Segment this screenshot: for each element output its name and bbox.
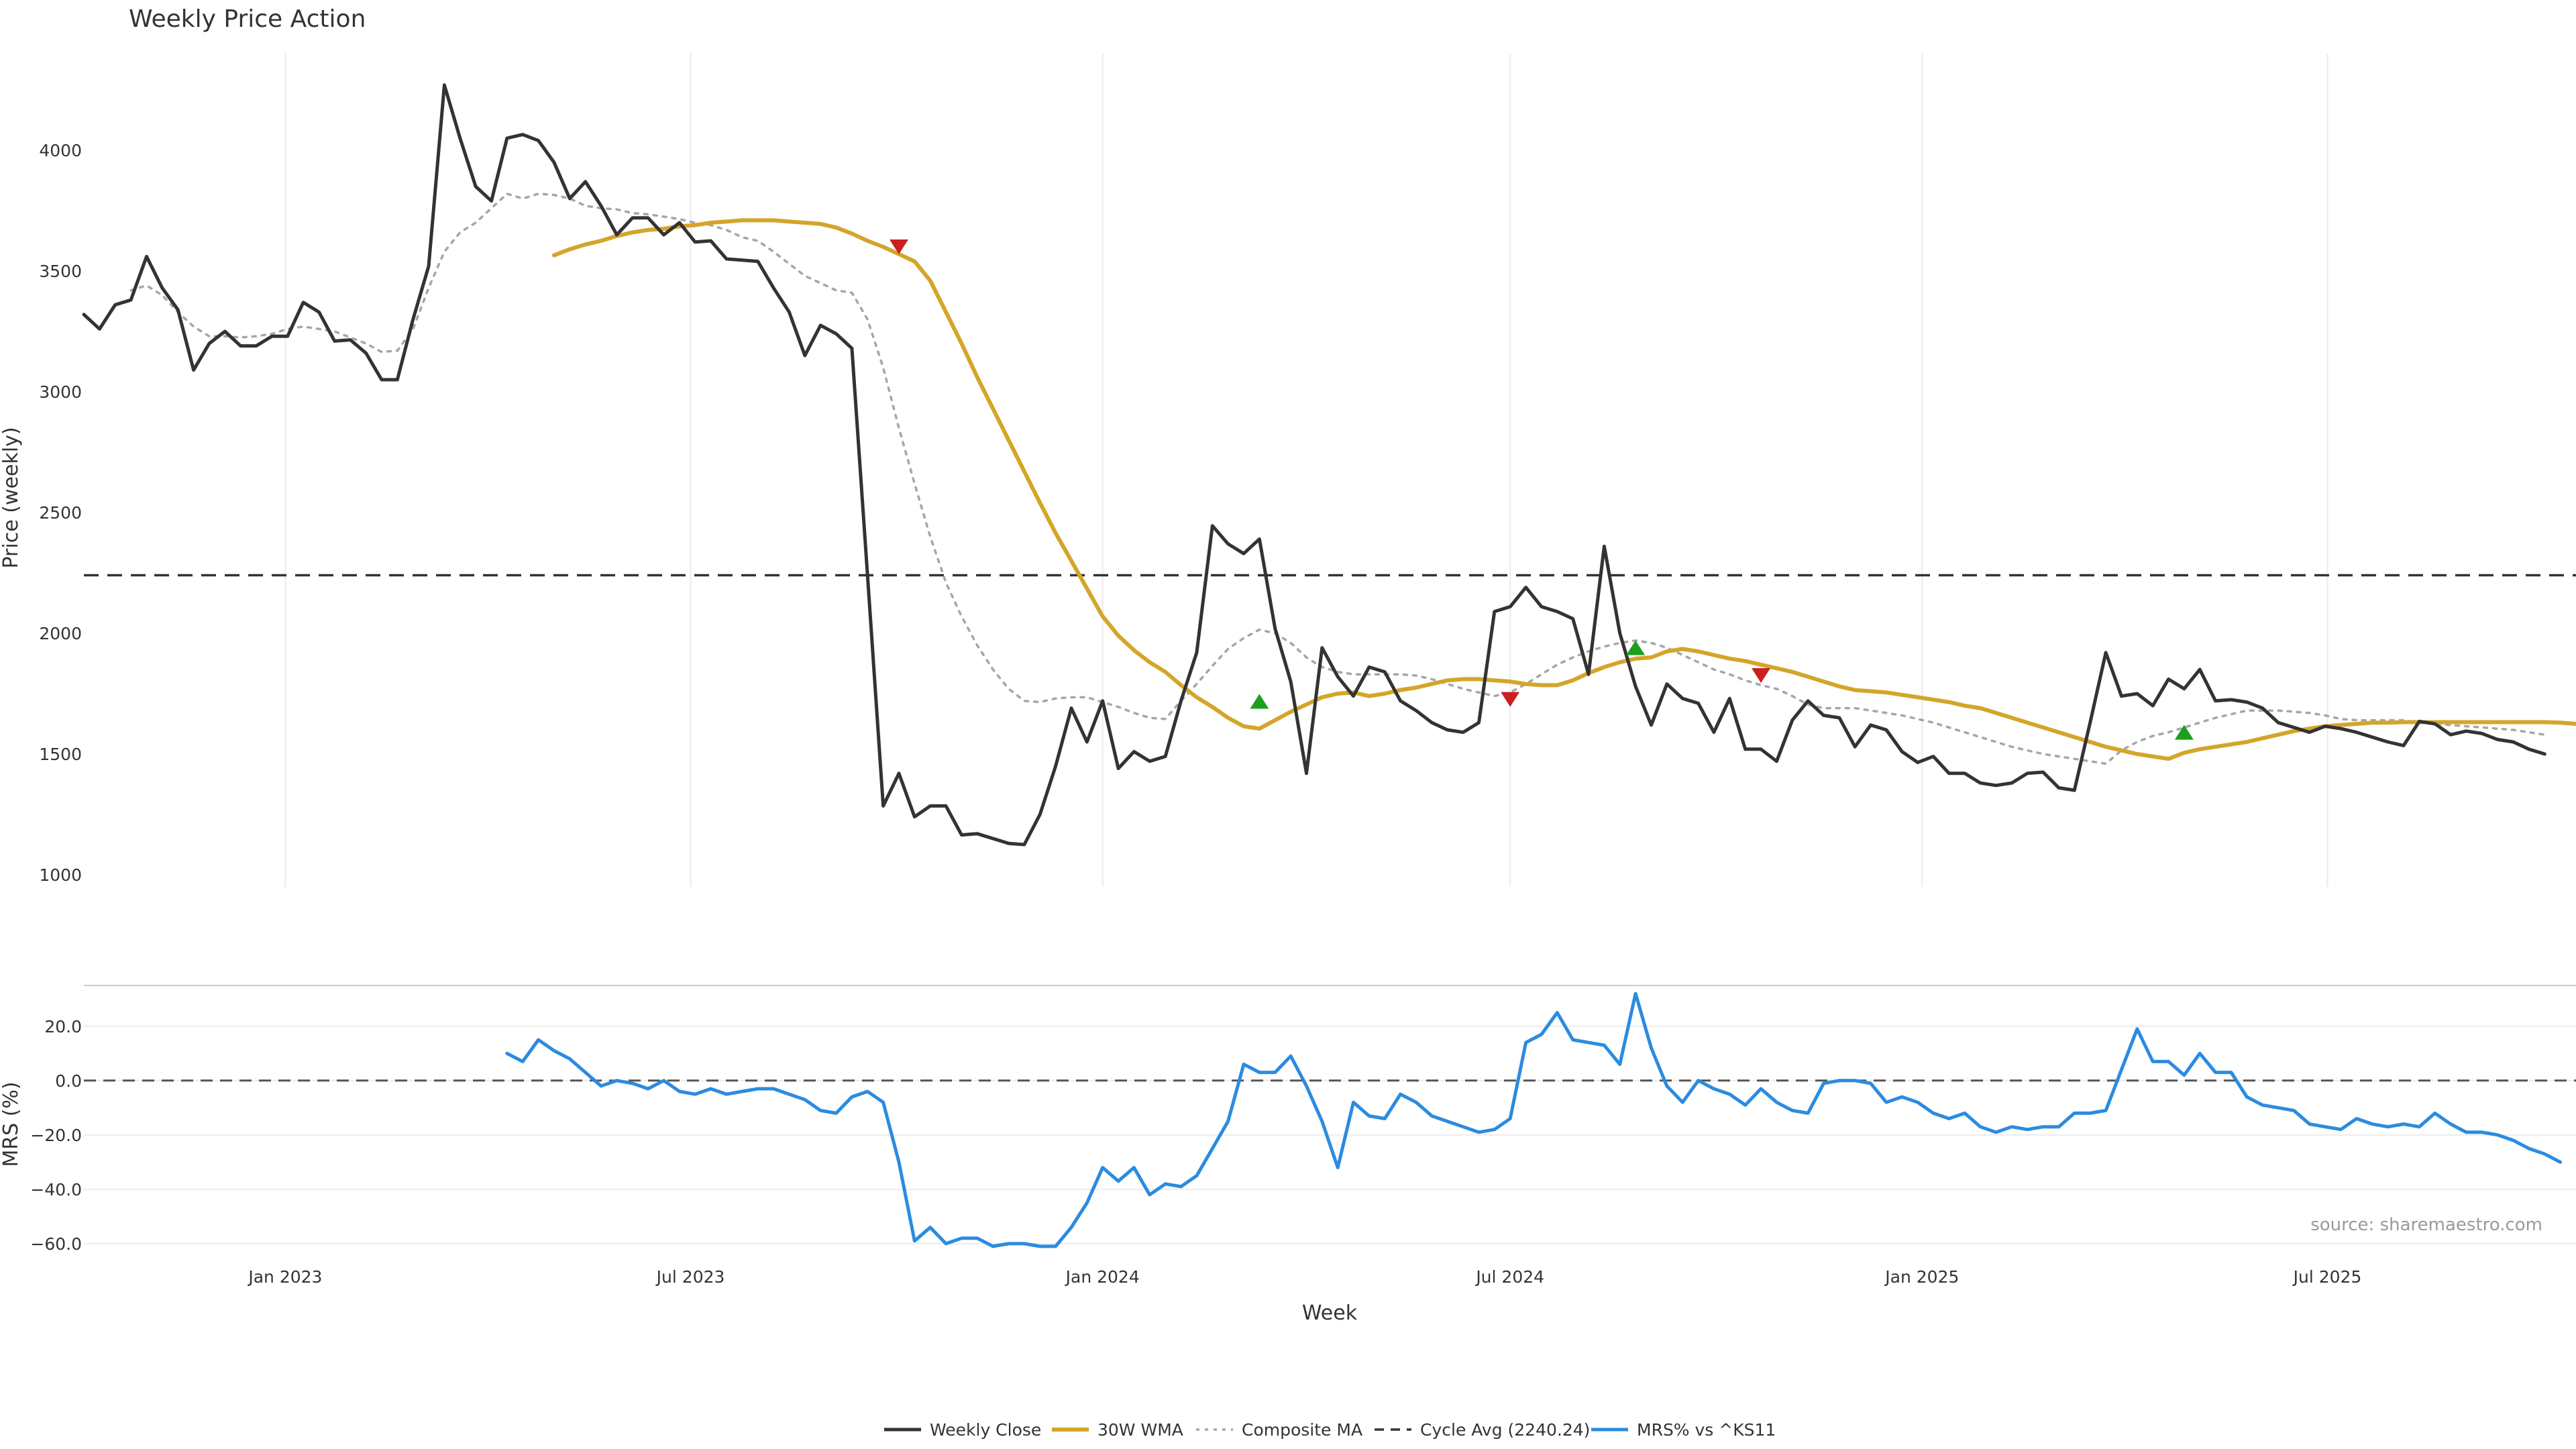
x-tick-label: Jul 2025	[2292, 1267, 2362, 1287]
x-tick-label: Jan 2024	[1065, 1267, 1140, 1287]
legend-label-weekly-close: Weekly Close	[930, 1420, 1041, 1440]
buy-signal-marker	[1250, 694, 1269, 709]
x-tick-label: Jul 2023	[655, 1267, 725, 1287]
series-composite-ma	[129, 193, 2546, 765]
price-y-tick-label: 3000	[39, 382, 82, 402]
sell-signal-marker	[889, 239, 908, 254]
price-y-tick-label: 1500	[39, 745, 82, 764]
price-y-tick-label: 4000	[39, 141, 82, 160]
series-layer	[82, 83, 2576, 1248]
price-y-axis: 1000 1500 2000 2500 3000 3500 4000	[39, 141, 82, 885]
x-tick-label: Jan 2025	[1884, 1267, 1959, 1287]
legend-label-cycle-avg-2240-24: Cycle Avg (2240.24)	[1420, 1420, 1590, 1440]
source-credit: source: sharemaestro.com	[2310, 1215, 2542, 1235]
price-y-tick-label: 1000	[39, 865, 82, 885]
signal-markers	[889, 239, 2194, 740]
legend: Weekly Close 30W WMA Composite MA Cycle Avg…	[884, 1420, 1776, 1440]
mrs-y-axis: −60.0 −40.0 −20.0 0.0 20.0	[30, 1017, 82, 1254]
sell-signal-marker	[1752, 668, 1771, 683]
legend-label-30w-wma: 30W WMA	[1097, 1420, 1183, 1440]
series-30w-wma	[551, 218, 2576, 761]
price-panel-grid	[284, 54, 2328, 887]
mrs-y-tick-label: −60.0	[30, 1234, 82, 1254]
buy-signal-marker	[1626, 640, 1646, 655]
price-y-tick-label: 3500	[39, 262, 82, 281]
legend-label-composite-ma: Composite MA	[1242, 1420, 1362, 1440]
x-axis-title: Week	[1302, 1301, 1358, 1325]
series-weekly-close	[82, 83, 2546, 847]
mrs-panel-grid	[84, 1025, 2576, 1244]
sell-signal-marker	[1501, 692, 1520, 707]
mrs-y-axis-title: MRS (%)	[0, 1081, 23, 1167]
mrs-y-tick-label: −40.0	[30, 1180, 82, 1199]
mrs-y-tick-label: 20.0	[44, 1017, 82, 1036]
chart-title: Weekly Price Action	[129, 5, 366, 33]
series-mrs-vs-ks11	[505, 991, 2563, 1248]
legend-label-mrs-vs-ks11: MRS% vs ^KS11	[1637, 1420, 1776, 1440]
price-y-tick-label: 2000	[39, 624, 82, 643]
price-y-axis-title: Price (weekly)	[0, 427, 23, 568]
mrs-y-tick-label: −20.0	[30, 1126, 82, 1145]
x-axis: Jan 2023 Jul 2023 Jan 2024 Jul 2024 Jan 2025…	[247, 1267, 2361, 1287]
x-tick-label: Jul 2024	[1474, 1267, 1544, 1287]
mrs-y-tick-label: 0.0	[55, 1071, 82, 1091]
price-y-tick-label: 2500	[39, 503, 82, 523]
buy-signal-marker	[2174, 724, 2194, 740]
x-tick-label: Jan 2023	[247, 1267, 322, 1287]
